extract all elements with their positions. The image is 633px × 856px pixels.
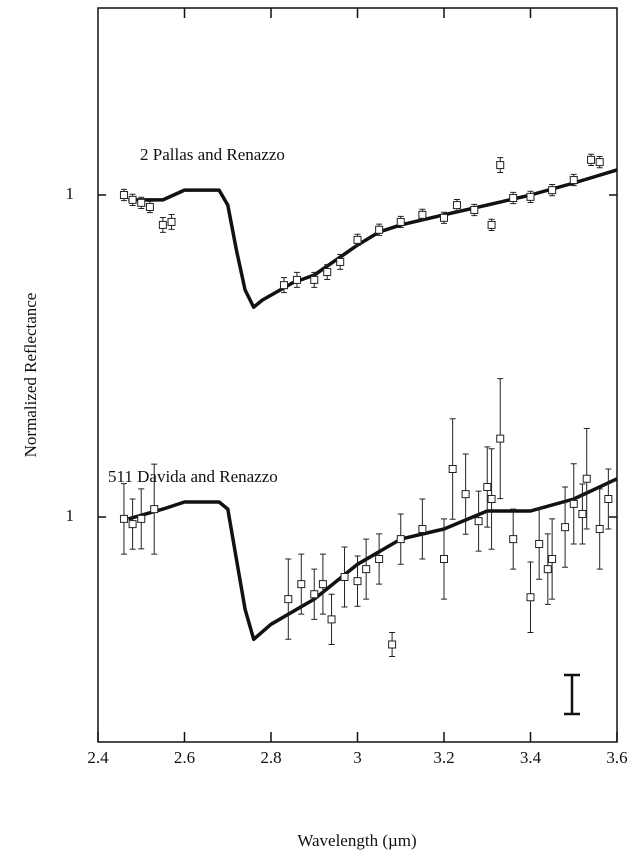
x-tick-label: 2.8 (260, 748, 281, 767)
data-point (292, 275, 301, 284)
data-point (310, 275, 319, 284)
data-point (353, 235, 362, 244)
data-point (119, 191, 128, 199)
data-point (150, 505, 159, 514)
data-point (578, 510, 587, 518)
data-point (128, 195, 137, 204)
data-point (526, 192, 535, 201)
data-point (128, 520, 137, 529)
data-point (323, 268, 332, 277)
data-point (418, 525, 427, 533)
data-point (167, 217, 176, 226)
data-point (561, 523, 570, 532)
data-point (483, 483, 492, 491)
data-point (137, 198, 146, 207)
data-point (474, 517, 483, 526)
data-point (440, 213, 448, 222)
data-point (496, 434, 505, 443)
data-point (396, 535, 405, 544)
data-point (509, 193, 518, 202)
data-point (569, 176, 578, 185)
data-point (310, 590, 319, 599)
data-point (340, 573, 349, 581)
data-point (448, 465, 457, 473)
plot-frame (97, 7, 618, 743)
data-point (487, 495, 496, 503)
x-tick-label: 2.6 (174, 748, 195, 767)
data-point (353, 577, 362, 586)
panel-title: 511 Davida and Renazzo (108, 467, 278, 486)
data-point (396, 217, 405, 226)
data-point (375, 555, 384, 563)
x-tick-label: 2.4 (87, 748, 109, 767)
data-point (297, 580, 306, 589)
data-point (470, 205, 479, 214)
data-point (604, 495, 613, 503)
data-point (279, 281, 288, 290)
data-point (388, 640, 397, 649)
y-tick-label: 1 (66, 506, 75, 525)
spectrum-line (127, 477, 618, 642)
spectrum-line (128, 168, 618, 309)
data-point (452, 201, 461, 210)
data-point (375, 225, 384, 234)
data-point (145, 202, 154, 211)
data-point (548, 186, 557, 195)
data-point (509, 535, 518, 544)
data-point (526, 593, 535, 602)
data-point (327, 615, 336, 624)
data-point (496, 161, 505, 170)
x-tick-label: 3 (353, 748, 362, 767)
data-point (336, 257, 345, 266)
data-point (418, 210, 427, 219)
data-point (158, 220, 167, 229)
data-point (582, 474, 591, 483)
data-point (487, 220, 496, 229)
x-axis-label: Wavelength (µm) (297, 831, 416, 850)
data-point (362, 565, 371, 574)
data-point (119, 514, 128, 523)
data-point (569, 499, 578, 508)
x-tick-label: 3.2 (433, 748, 454, 767)
data-point (595, 158, 604, 167)
data-point (284, 595, 293, 604)
data-point (535, 540, 544, 548)
scale-bar (564, 673, 580, 716)
y-tick-label: 1 (66, 184, 75, 203)
panel-title: 2 Pallas and Renazzo (140, 145, 285, 164)
x-tick-label: 3.6 (606, 748, 627, 767)
x-tick-label: 3.4 (520, 748, 542, 767)
data-point (318, 580, 327, 589)
data-point (587, 155, 596, 164)
y-axis-label: Normalized Reflectance (21, 293, 40, 458)
data-point (543, 565, 552, 574)
data-point (461, 490, 470, 499)
data-point (137, 514, 146, 523)
data-point (440, 555, 448, 563)
data-point (548, 555, 557, 563)
data-point (595, 525, 604, 533)
